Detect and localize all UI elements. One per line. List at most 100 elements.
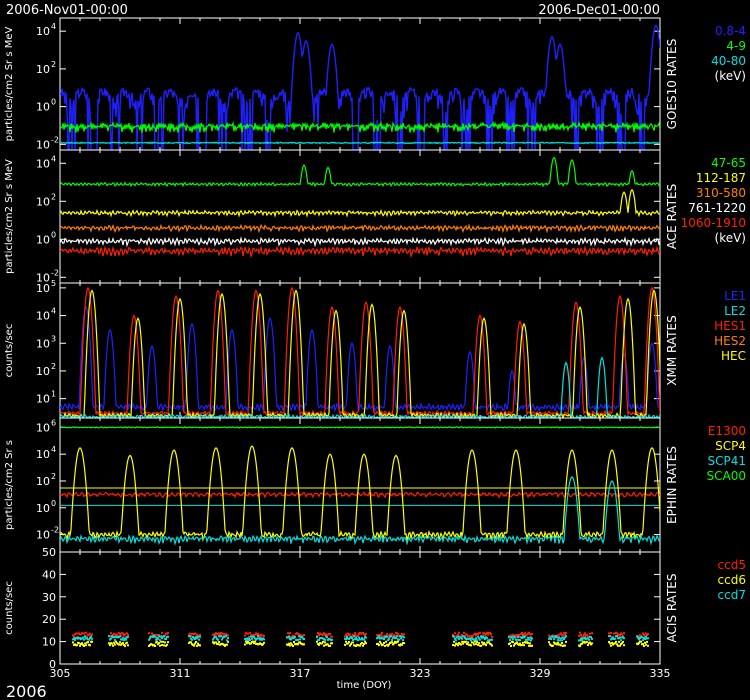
data-point-ccd5 <box>458 631 460 634</box>
y-tick-label: 40 <box>42 568 56 581</box>
data-point-ccd7 <box>123 639 125 642</box>
data-point-ccd5 <box>521 632 523 634</box>
data-point-ccd7 <box>519 639 521 642</box>
y-tick-exponent: 4 <box>51 154 56 163</box>
data-point-ccd6 <box>518 643 520 646</box>
data-point-ccd5 <box>365 633 367 636</box>
data-point-ccd5 <box>289 632 291 635</box>
data-point-ccd6 <box>321 642 323 645</box>
data-point-ccd6 <box>647 644 649 647</box>
data-point-ccd5 <box>391 633 393 636</box>
data-point-ccd6 <box>127 644 129 647</box>
data-point-ccd7 <box>591 637 593 640</box>
data-point-ccd7 <box>157 637 159 640</box>
data-point-ccd7 <box>531 637 533 640</box>
data-point-ccd6 <box>379 640 381 643</box>
data-point-ccd6 <box>521 644 523 646</box>
data-point-ccd7 <box>478 637 480 640</box>
series-line-47-65 <box>60 156 660 188</box>
data-point-ccd7 <box>361 637 363 640</box>
data-point-ccd6 <box>154 645 156 647</box>
data-point-ccd6 <box>519 642 521 645</box>
data-point-ccd7 <box>565 635 567 638</box>
data-point-ccd7 <box>560 637 562 640</box>
data-point-ccd6 <box>643 645 645 647</box>
data-point-ccd6 <box>491 644 493 647</box>
data-point-ccd5 <box>620 632 622 635</box>
data-point-ccd6 <box>591 642 593 645</box>
data-point-ccd6 <box>226 643 228 646</box>
data-point-ccd5 <box>486 631 488 634</box>
legend-entry: SCP41 <box>707 454 746 468</box>
plot-area <box>60 24 660 150</box>
data-point-ccd7 <box>149 637 151 640</box>
data-point-ccd7 <box>358 636 360 639</box>
data-point-ccd7 <box>614 637 616 640</box>
data-point-ccd6 <box>118 643 120 646</box>
y-tick-exponent: 0 <box>51 98 56 107</box>
data-point-ccd6 <box>461 640 463 643</box>
data-point-ccd7 <box>197 635 199 638</box>
series-line-scp41 <box>60 476 660 546</box>
data-point-ccd6 <box>619 644 621 647</box>
data-point-ccd6 <box>217 643 219 646</box>
data-point-ccd5 <box>621 633 623 636</box>
data-point-ccd6 <box>196 644 198 647</box>
data-point-ccd6 <box>292 645 294 647</box>
y-tick-label: 10 <box>36 233 50 246</box>
data-point-ccd6 <box>122 642 124 644</box>
data-point-ccd5 <box>349 633 351 636</box>
data-point-ccd7 <box>548 637 550 640</box>
data-point-ccd5 <box>381 632 383 634</box>
data-point-ccd6 <box>512 641 514 644</box>
data-point-ccd6 <box>82 643 84 646</box>
data-point-ccd6 <box>531 644 533 647</box>
data-point-ccd6 <box>163 644 165 647</box>
data-point-ccd7 <box>84 635 86 638</box>
data-point-ccd7 <box>226 639 228 642</box>
y-tick-exponent: 5 <box>51 279 56 288</box>
data-point-ccd6 <box>388 643 390 646</box>
data-point-ccd6 <box>355 645 357 647</box>
data-point-ccd7 <box>303 638 305 640</box>
data-point-ccd7 <box>114 639 116 642</box>
data-point-ccd6 <box>344 643 346 646</box>
y-tick-label: 10 <box>36 448 50 461</box>
data-point-ccd5 <box>72 634 74 637</box>
data-point-ccd6 <box>548 641 550 644</box>
data-point-ccd6 <box>474 640 476 643</box>
data-point-ccd5 <box>322 634 324 636</box>
data-point-ccd7 <box>91 637 93 640</box>
series-line-310-580 <box>60 223 660 234</box>
data-point-ccd5 <box>122 632 124 635</box>
series-line-e1300 <box>60 491 660 499</box>
plot-area <box>72 631 649 648</box>
data-point-ccd7 <box>250 635 252 638</box>
data-point-ccd7 <box>616 635 618 638</box>
data-point-ccd7 <box>475 637 477 640</box>
y-tick-label: 10 <box>36 421 50 434</box>
data-point-ccd6 <box>159 644 161 647</box>
data-point-ccd7 <box>491 638 493 641</box>
data-point-ccd5 <box>124 633 126 636</box>
data-point-ccd7 <box>254 637 256 640</box>
data-point-ccd7 <box>645 635 647 638</box>
data-point-ccd6 <box>215 641 217 644</box>
data-point-ccd7 <box>245 639 247 642</box>
data-point-ccd5 <box>221 632 223 635</box>
data-point-ccd6 <box>245 640 247 643</box>
data-point-ccd6 <box>165 644 167 647</box>
data-point-ccd7 <box>74 638 76 641</box>
data-point-ccd7 <box>110 637 112 640</box>
data-point-ccd7 <box>331 638 333 641</box>
data-point-ccd5 <box>188 634 190 637</box>
y-tick-label: 10 <box>36 138 50 151</box>
data-point-ccd5 <box>247 632 249 635</box>
data-point-ccd6 <box>324 641 326 644</box>
series-line-le2 <box>60 356 660 418</box>
data-point-ccd5 <box>586 633 588 636</box>
panel-title: GOES10 RATES <box>665 39 679 130</box>
data-point-ccd5 <box>529 633 531 636</box>
data-point-ccd6 <box>76 644 78 647</box>
data-point-ccd6 <box>553 641 555 644</box>
